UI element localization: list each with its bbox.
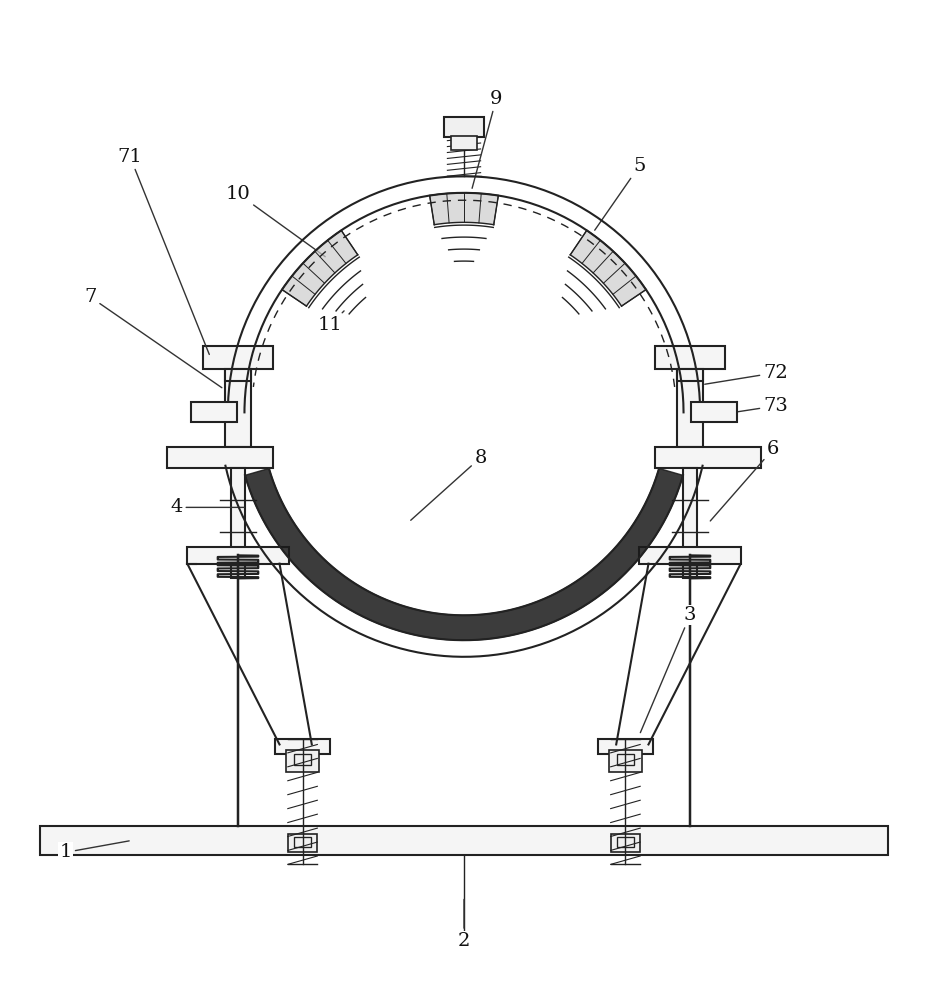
- Bar: [225, 369, 250, 381]
- Text: 4: 4: [170, 498, 244, 516]
- Bar: [597, 739, 653, 754]
- Bar: [609, 750, 641, 772]
- Bar: [286, 750, 318, 772]
- Polygon shape: [570, 230, 645, 306]
- Polygon shape: [429, 193, 498, 225]
- Bar: [691, 402, 736, 422]
- Text: 9: 9: [472, 90, 502, 188]
- Bar: [610, 834, 640, 852]
- Text: 10: 10: [225, 185, 324, 257]
- Polygon shape: [245, 468, 682, 640]
- Bar: [616, 754, 634, 765]
- Bar: [451, 136, 476, 150]
- Bar: [293, 754, 311, 765]
- Text: 1: 1: [59, 841, 129, 861]
- Bar: [203, 346, 273, 369]
- Bar: [654, 447, 761, 468]
- Text: 2: 2: [457, 899, 470, 950]
- Bar: [287, 834, 317, 852]
- Bar: [225, 369, 250, 447]
- Text: 73: 73: [705, 397, 787, 417]
- Bar: [639, 547, 740, 564]
- Bar: [274, 739, 330, 754]
- Bar: [616, 837, 633, 847]
- Bar: [294, 837, 311, 847]
- Bar: [166, 447, 273, 468]
- Bar: [677, 369, 702, 381]
- Text: 6: 6: [709, 440, 779, 521]
- Bar: [677, 369, 702, 447]
- Text: 3: 3: [640, 606, 695, 733]
- Bar: [187, 547, 288, 564]
- Bar: [682, 468, 696, 578]
- Text: 7: 7: [84, 288, 222, 388]
- Polygon shape: [282, 230, 357, 306]
- Bar: [231, 468, 245, 578]
- Bar: [191, 402, 236, 422]
- Text: 11: 11: [318, 311, 344, 334]
- Bar: [443, 117, 484, 137]
- Text: 5: 5: [594, 157, 645, 230]
- Text: 72: 72: [704, 364, 787, 384]
- Text: 8: 8: [411, 449, 487, 520]
- Text: 71: 71: [118, 148, 210, 354]
- Bar: [654, 346, 724, 369]
- Bar: [40, 826, 887, 855]
